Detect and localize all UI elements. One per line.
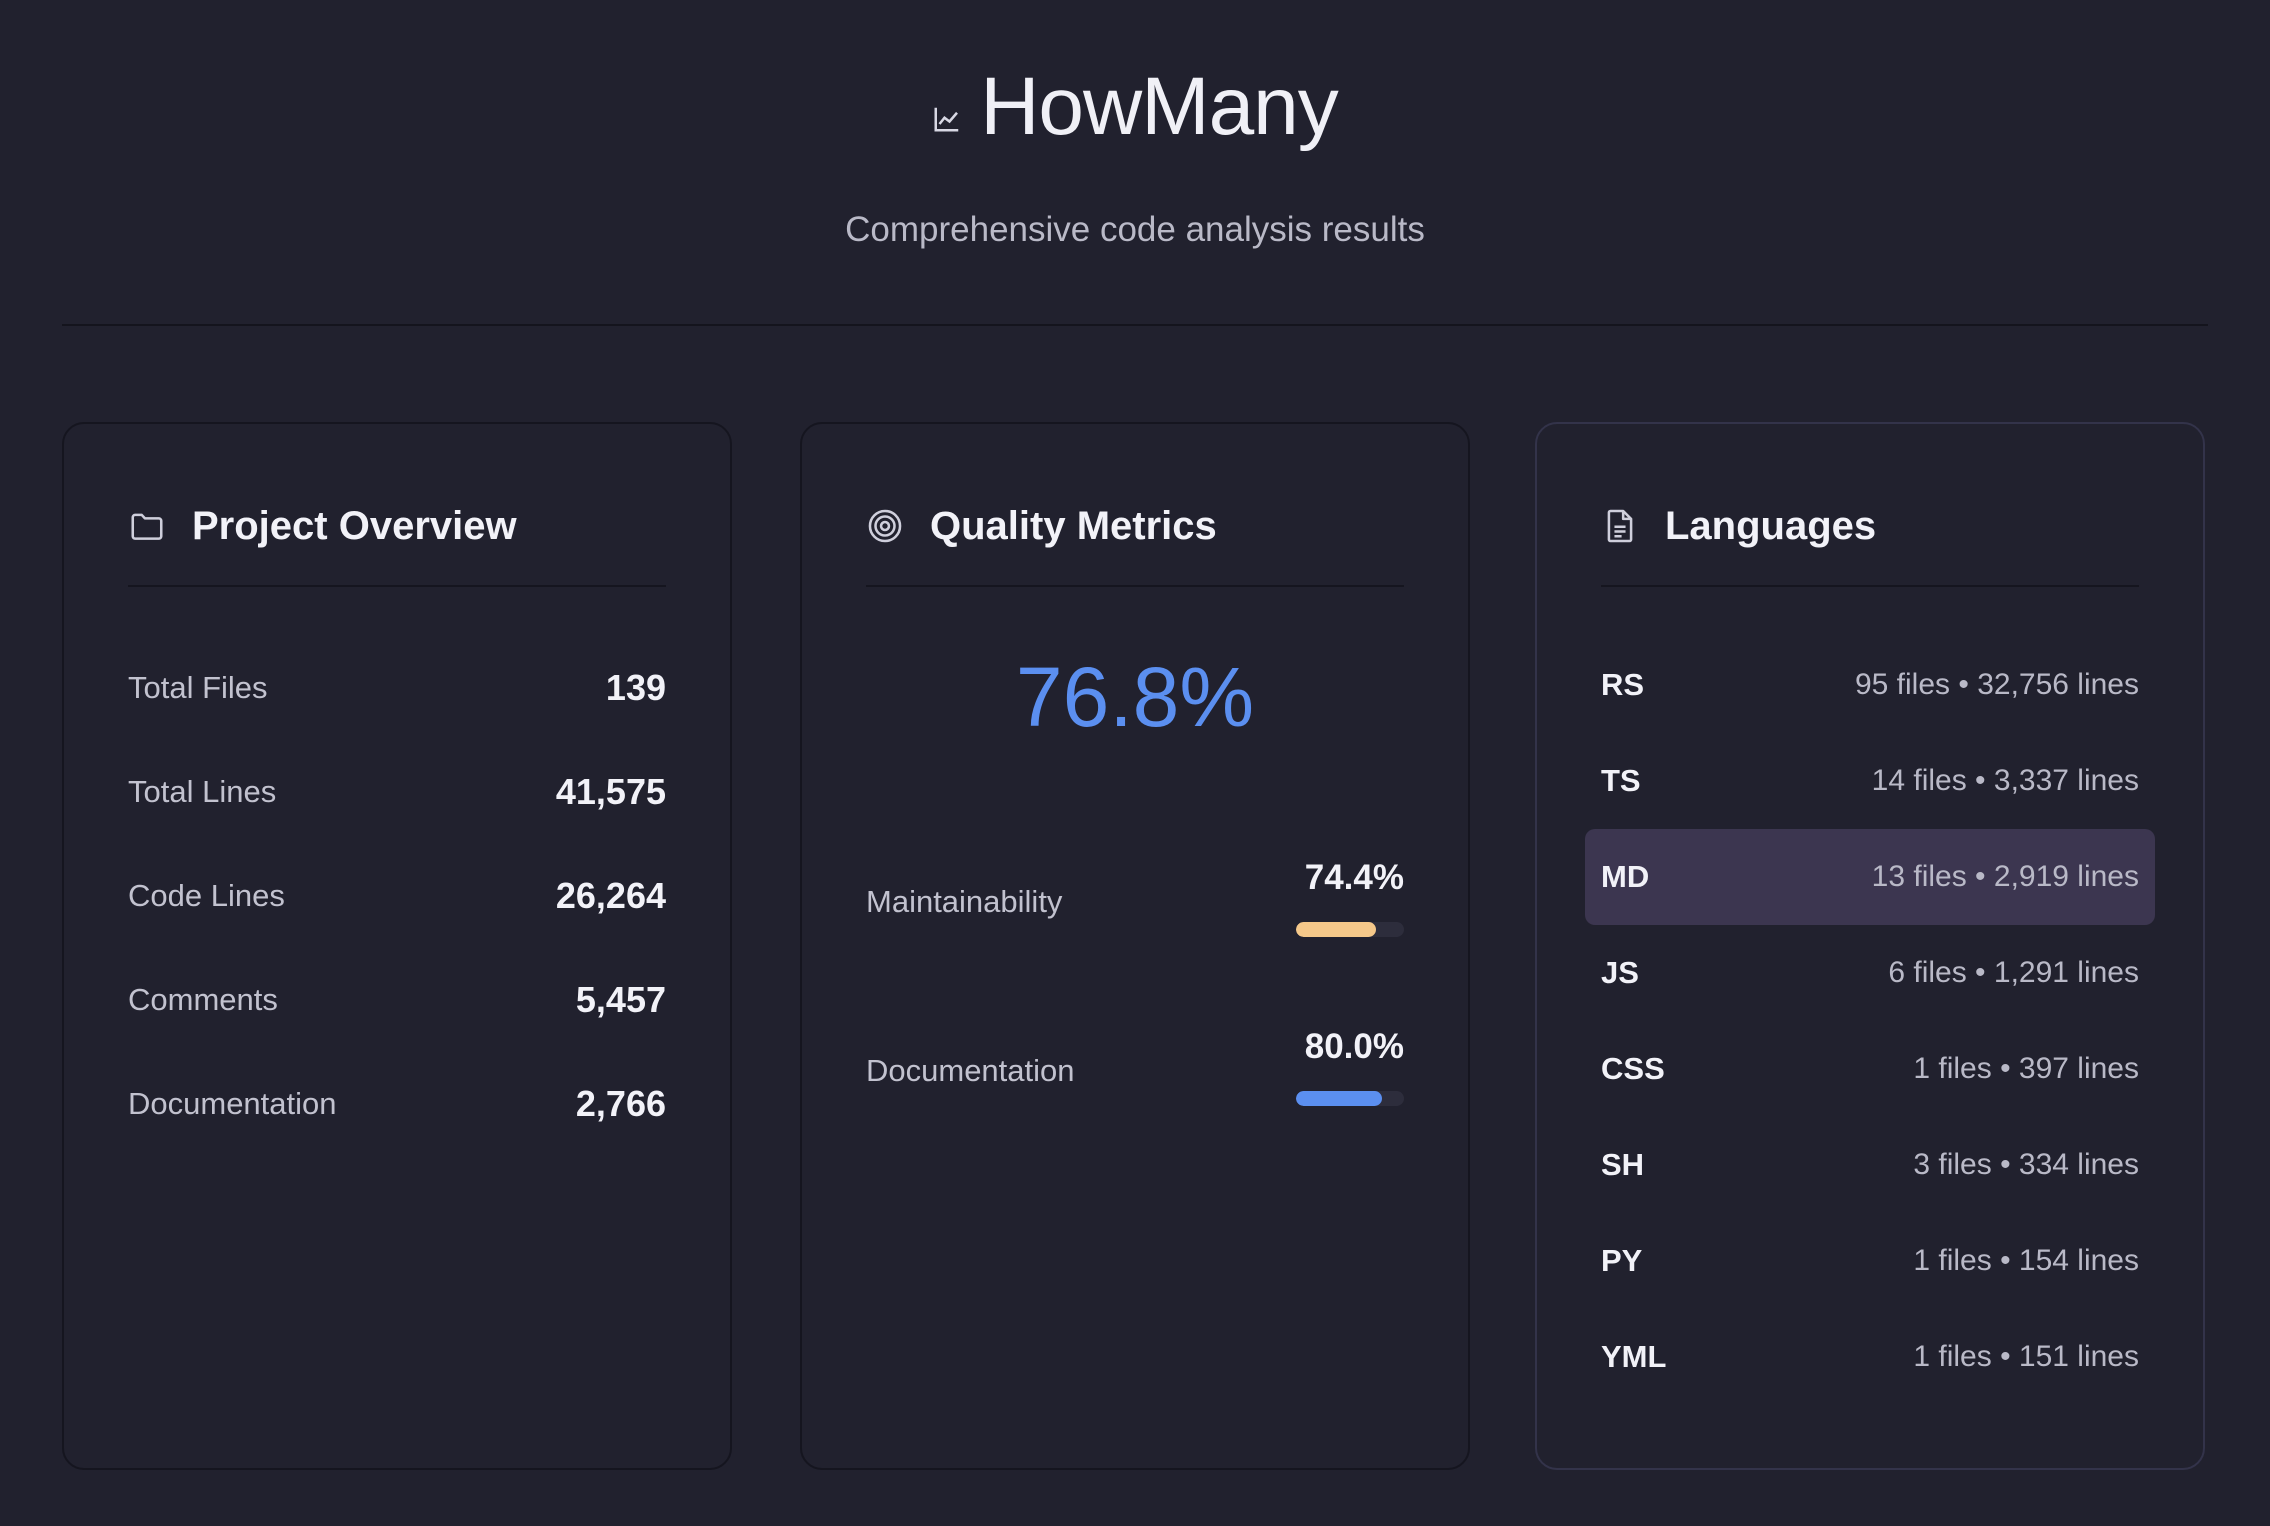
language-stats: 95 files • 32,756 lines: [1854, 668, 2139, 701]
language-row[interactable]: SH 3 files • 334 lines: [1585, 1117, 2155, 1213]
card-title: Project Overview: [192, 503, 517, 548]
metric-bar-fill: [1296, 1091, 1383, 1106]
language-name: JS: [1601, 955, 1639, 990]
quality-metrics-card: Quality Metrics 76.8% Maintainability 74…: [800, 422, 1470, 1470]
language-stats: 13 files • 2,919 lines: [1871, 860, 2139, 893]
card-header: Quality Metrics: [866, 496, 1217, 556]
language-row[interactable]: YML 1 files • 151 lines: [1585, 1309, 2155, 1405]
stat-row: Total Files 139: [128, 658, 666, 718]
language-name: CSS: [1601, 1051, 1665, 1086]
language-stats: 14 files • 3,337 lines: [1871, 764, 2139, 797]
target-icon: [868, 509, 902, 543]
stat-value: 5,457: [575, 979, 666, 1020]
stat-label: Code Lines: [128, 878, 285, 913]
card-divider: [128, 585, 666, 587]
language-name: MD: [1601, 859, 1650, 894]
language-stats: 6 files • 1,291 lines: [1888, 956, 2139, 989]
stat-label: Comments: [128, 982, 278, 1017]
card-title: Quality Metrics: [930, 503, 1217, 548]
language-name: RS: [1601, 667, 1645, 702]
stat-label: Documentation: [128, 1086, 337, 1121]
metric-value: 80.0%: [1304, 1027, 1404, 1066]
stat-row: Code Lines 26,264: [128, 866, 666, 926]
language-stats: 3 files • 334 lines: [1913, 1148, 2139, 1181]
metric-label: Documentation: [866, 1053, 1075, 1088]
stat-value: 2,766: [575, 1083, 666, 1124]
language-stats: 1 files • 151 lines: [1913, 1340, 2139, 1373]
card-divider: [866, 585, 1404, 587]
stat-label: Total Lines: [128, 774, 277, 809]
stat-row: Total Lines 41,575: [128, 762, 666, 822]
metric-maintainability: Maintainability 74.4%: [866, 858, 1404, 948]
language-row[interactable]: CSS 1 files • 397 lines: [1585, 1021, 2155, 1117]
language-name: SH: [1601, 1147, 1645, 1182]
card-title: Languages: [1665, 503, 1877, 548]
stat-row: Documentation 2,766: [128, 1074, 666, 1134]
project-overview-card: Project Overview Total Files 139 Total L…: [62, 422, 732, 1470]
stat-value: 41,575: [555, 771, 666, 812]
metric-documentation: Documentation 80.0%: [866, 1027, 1404, 1117]
language-name: TS: [1601, 763, 1641, 798]
languages-card: Languages RS 95 files • 32,756 lines TS …: [1535, 422, 2205, 1470]
metric-bar: [1296, 922, 1404, 937]
language-name: PY: [1601, 1243, 1643, 1278]
app-title: HowMany: [980, 61, 1339, 152]
language-row[interactable]: TS 14 files • 3,337 lines: [1585, 733, 2155, 829]
page-header: HowMany Comprehensive code analysis resu…: [0, 0, 2270, 326]
app-subtitle: Comprehensive code analysis results: [845, 210, 1425, 249]
title-row: HowMany: [0, 60, 2270, 154]
card-header: Languages: [1601, 496, 1876, 556]
card-divider: [1601, 585, 2139, 587]
document-icon: [1607, 509, 1633, 543]
header-divider: [62, 324, 2208, 326]
stat-value: 26,264: [555, 875, 666, 916]
language-name: YML: [1601, 1339, 1667, 1374]
stat-row: Comments 5,457: [128, 970, 666, 1030]
metric-value: 74.4%: [1304, 858, 1404, 897]
card-header: Project Overview: [128, 496, 517, 556]
language-row[interactable]: MD 13 files • 2,919 lines: [1585, 829, 2155, 925]
language-row[interactable]: PY 1 files • 154 lines: [1585, 1213, 2155, 1309]
stat-label: Total Files: [128, 670, 268, 705]
overall-score: 76.8%: [1015, 650, 1255, 744]
stat-value: 139: [605, 667, 666, 708]
language-row[interactable]: JS 6 files • 1,291 lines: [1585, 925, 2155, 1021]
chart-line-icon: [934, 107, 959, 132]
metric-bar: [1296, 1091, 1404, 1106]
folder-icon: [131, 513, 163, 540]
language-stats: 1 files • 154 lines: [1913, 1244, 2139, 1277]
language-stats: 1 files • 397 lines: [1913, 1052, 2139, 1085]
language-row[interactable]: RS 95 files • 32,756 lines: [1585, 637, 2155, 733]
metric-label: Maintainability: [866, 884, 1063, 919]
metric-bar-fill: [1296, 922, 1377, 937]
